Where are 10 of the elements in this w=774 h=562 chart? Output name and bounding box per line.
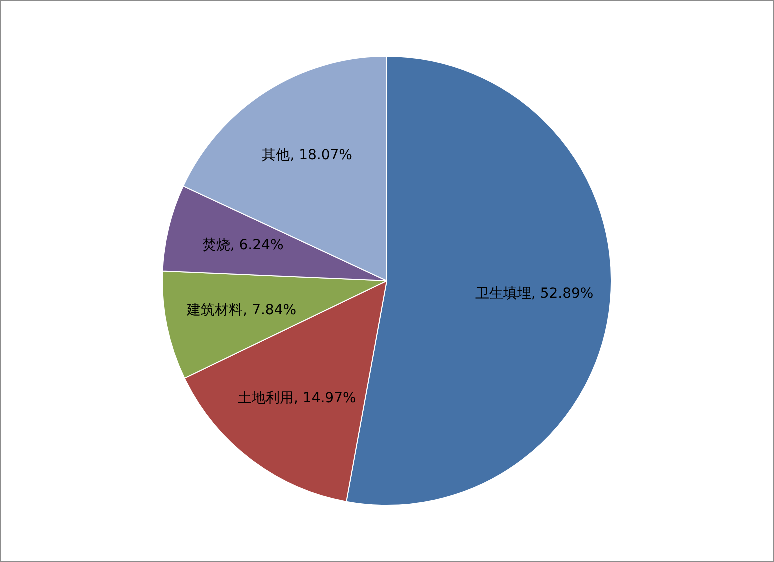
- data-label: , 18.07%: [290, 148, 352, 164]
- data-label: , 7.84%: [243, 302, 297, 318]
- data-label: , 6.24%: [230, 237, 284, 254]
- data-label: , 14.97%: [294, 390, 356, 406]
- slice-label: 建筑材料: [186, 302, 244, 318]
- data-label: , 52.89%: [531, 286, 594, 302]
- slice-label: 焚烧: [202, 237, 230, 254]
- slice-label: 其他: [262, 148, 290, 164]
- slice-label: 土地利用: [238, 390, 294, 406]
- slice-label: 卫生填埋: [475, 286, 532, 302]
